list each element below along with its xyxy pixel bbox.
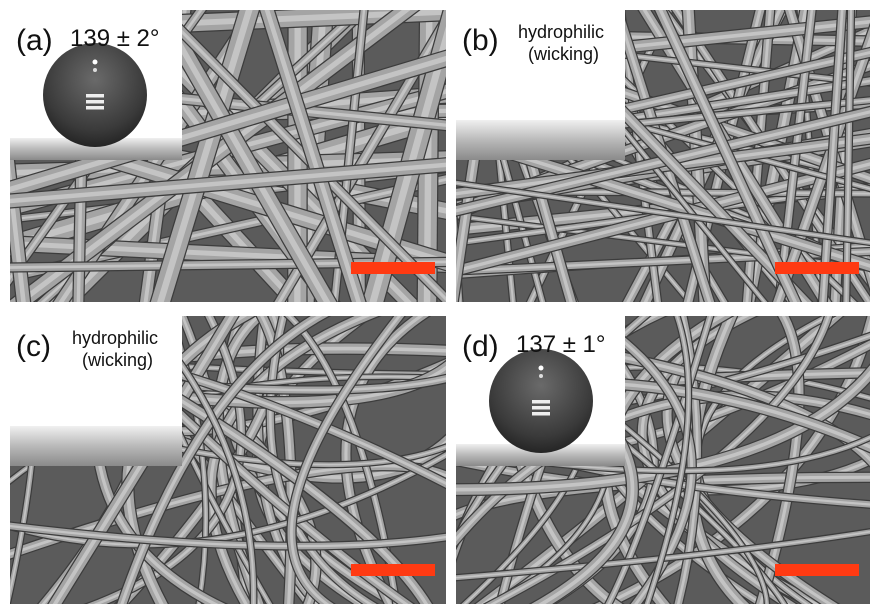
caption-line: (wicking)	[528, 44, 599, 64]
droplet-glint	[93, 60, 98, 65]
scale-bar	[775, 262, 859, 274]
droplet-glint	[539, 366, 544, 371]
droplet-glint	[539, 374, 543, 378]
page: (a)139 ± 2°(b)hydrophilic(wicking)(c)hyd…	[0, 0, 878, 604]
caption-line: hydrophilic	[72, 328, 158, 348]
scale-bar	[351, 564, 435, 576]
substrate	[456, 120, 625, 160]
caption-line: (wicking)	[82, 350, 153, 370]
caption-line: hydrophilic	[518, 22, 604, 42]
figure: (a)139 ± 2°(b)hydrophilic(wicking)(c)hyd…	[0, 0, 878, 604]
scale-bar	[351, 262, 435, 274]
contact-angle: 139 ± 2°	[70, 25, 160, 52]
droplet-reflection	[86, 94, 104, 98]
substrate	[10, 426, 182, 466]
panel-label: (a)	[16, 24, 53, 57]
panel-label: (c)	[16, 330, 51, 363]
droplet-reflection	[532, 400, 550, 404]
droplet-reflection	[532, 406, 550, 410]
droplet-glint	[93, 68, 97, 72]
panel-label: (d)	[462, 330, 499, 363]
scale-bar	[775, 564, 859, 576]
panel-label: (b)	[462, 24, 499, 57]
contact-angle: 137 ± 1°	[516, 331, 606, 358]
droplet-reflection	[86, 100, 104, 104]
droplet-reflection	[86, 106, 104, 110]
droplet-reflection	[532, 412, 550, 416]
